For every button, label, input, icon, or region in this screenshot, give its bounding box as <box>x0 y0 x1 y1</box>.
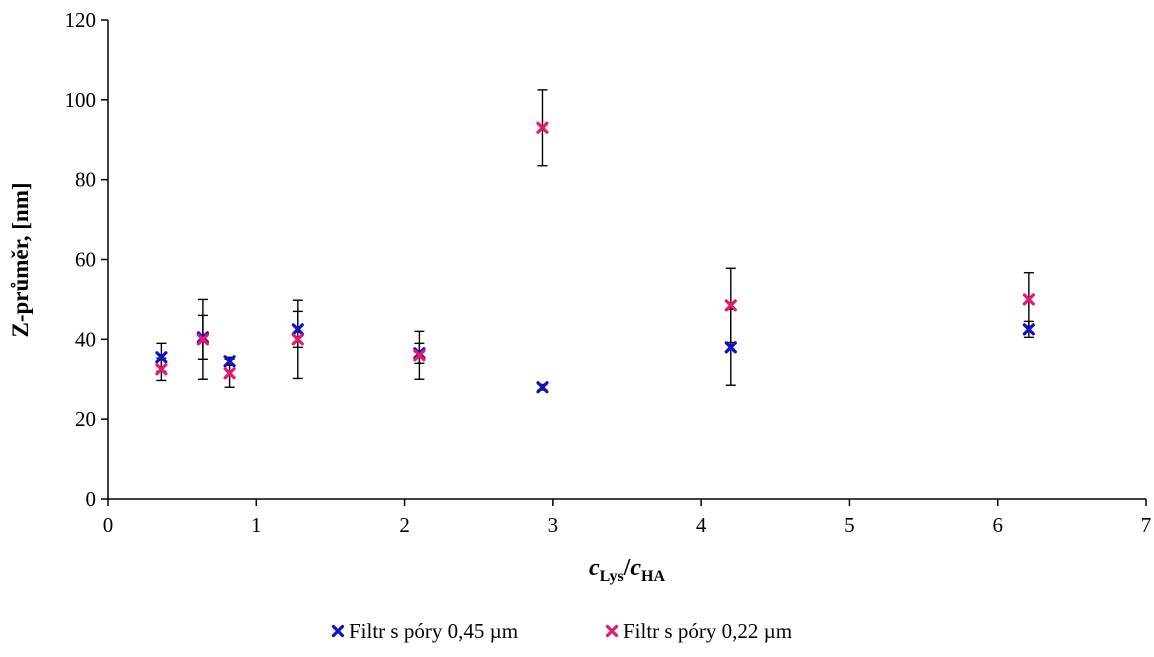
x-tick-label: 5 <box>844 513 855 537</box>
y-tick-label: 40 <box>75 327 96 351</box>
data-markers <box>155 121 1035 394</box>
data-point-series-2 <box>291 333 304 346</box>
marker-stroke <box>413 349 426 362</box>
x-tick-label: 1 <box>251 513 262 537</box>
marker-stroke <box>1022 293 1035 306</box>
legend-marker <box>331 624 345 638</box>
data-point-series-2 <box>724 299 737 312</box>
legend-label: Filtr s póry 0,45 µm <box>349 619 518 643</box>
x-tick-label: 3 <box>548 513 559 537</box>
marker-stroke <box>536 121 549 134</box>
marker-stroke <box>605 624 619 638</box>
y-tick-label: 80 <box>75 168 96 192</box>
marker-stroke <box>1022 323 1035 336</box>
data-point-series-1 <box>155 351 168 364</box>
legend-label: Filtr s póry 0,22 µm <box>623 619 792 643</box>
data-point-series-2 <box>196 333 210 346</box>
legend: Filtr s póry 0,45 µm Filtr s póry 0,22 µm <box>331 619 792 643</box>
x-title-sub2: HA <box>641 568 665 585</box>
data-point-series-1 <box>223 355 236 368</box>
y-axis-title: Z-průměr, [nm] <box>8 182 33 337</box>
marker-stroke <box>536 381 549 394</box>
legend-entry-2: Filtr s póry 0,22 µm <box>605 619 792 643</box>
x-title-c1: c <box>589 555 600 581</box>
data-point-series-1 <box>536 381 549 394</box>
data-point-series-1 <box>724 341 737 354</box>
marker-stroke <box>223 367 236 380</box>
y-tick-label: 0 <box>86 487 97 511</box>
marker-stroke <box>223 355 236 368</box>
y-axis-ticks: 0 20 40 60 80 100 120 <box>65 8 108 511</box>
error-bars <box>156 89 1034 391</box>
data-point-series-1 <box>1022 323 1035 336</box>
data-point-series-2 <box>536 121 549 134</box>
x-title-c2: c <box>630 555 641 581</box>
legend-marker <box>605 624 619 638</box>
x-title-sub1: Lys <box>600 568 624 585</box>
marker-stroke <box>331 624 345 638</box>
marker-stroke <box>196 333 210 346</box>
x-axis-title: cLys/cHA <box>589 555 665 585</box>
data-point-series-1 <box>291 323 304 336</box>
x-tick-label: 6 <box>992 513 1003 537</box>
marker-stroke <box>155 363 168 376</box>
marker-stroke <box>724 299 737 312</box>
x-tick-label: 4 <box>696 513 707 537</box>
y-tick-label: 60 <box>75 248 96 272</box>
plot-area: 0 20 40 60 80 100 120 0 1 2 3 4 5 6 7 <box>65 8 1152 537</box>
data-point-series-2 <box>1022 293 1035 306</box>
x-axis-ticks: 0 1 2 3 4 5 6 7 <box>103 499 1152 537</box>
data-point-series-2 <box>155 363 168 376</box>
x-tick-label: 0 <box>103 513 114 537</box>
data-point-series-2 <box>413 349 426 362</box>
x-tick-label: 2 <box>399 513 410 537</box>
x-tick-label: 7 <box>1141 513 1152 537</box>
y-tick-label: 20 <box>75 407 96 431</box>
y-tick-label: 100 <box>65 88 97 112</box>
x-title-slash: / <box>623 555 631 581</box>
marker-stroke <box>155 351 168 364</box>
marker-stroke <box>724 341 737 354</box>
legend-entry-1: Filtr s póry 0,45 µm <box>331 619 518 643</box>
data-point-series-2 <box>223 367 236 380</box>
y-tick-label: 120 <box>65 8 97 32</box>
marker-stroke <box>291 323 304 336</box>
marker-stroke <box>291 333 304 346</box>
